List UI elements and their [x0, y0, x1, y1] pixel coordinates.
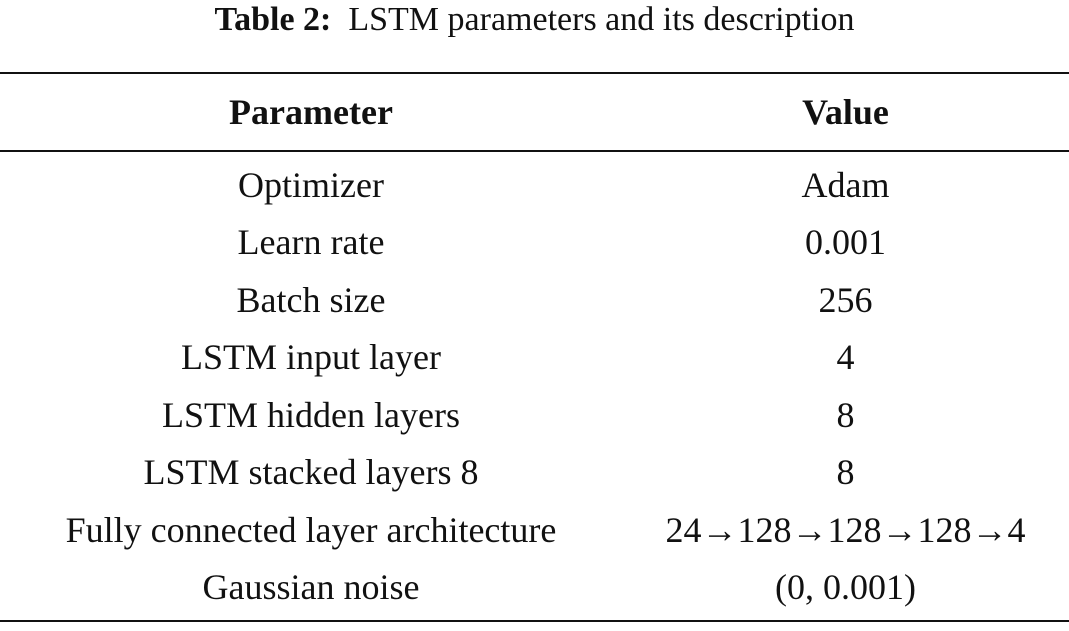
- table-caption-label: Table 2:: [214, 1, 332, 38]
- table-row: Batch size 256: [0, 271, 1069, 329]
- value-cell: 8: [836, 394, 855, 435]
- value-cell: 256: [818, 279, 873, 320]
- value-cell: 4: [836, 337, 855, 378]
- parameter-cell: Optimizer: [238, 164, 384, 205]
- parameter-cell: Gaussian noise: [202, 567, 420, 608]
- parameter-table: Parameter Value Optimizer Adam Learn rat…: [0, 72, 1069, 622]
- parameter-cell: Fully connected layer architecture: [65, 509, 557, 550]
- table-row: Learn rate 0.001: [0, 214, 1069, 272]
- table-row: LSTM stacked layers 8 8: [0, 444, 1069, 502]
- header-value: Value: [802, 92, 889, 132]
- table-row: Gaussian noise (0, 0.001): [0, 559, 1069, 621]
- table-row: Fully connected layer architecture 24→12…: [0, 501, 1069, 559]
- value-cell: (0, 0.001): [775, 567, 916, 608]
- table-header-row: Parameter Value: [0, 73, 1069, 151]
- table-row: LSTM hidden layers 8: [0, 386, 1069, 444]
- table-row: Optimizer Adam: [0, 151, 1069, 214]
- parameter-cell: Learn rate: [237, 222, 385, 263]
- value-cell: 24→128→128→128→4: [665, 509, 1026, 550]
- parameter-cell: LSTM input layer: [181, 337, 441, 378]
- header-parameter: Parameter: [229, 92, 393, 132]
- value-cell: Adam: [801, 164, 890, 205]
- parameter-cell: LSTM hidden layers: [162, 394, 460, 435]
- table-caption-text: LSTM parameters and its description: [348, 1, 855, 38]
- value-cell: 8: [836, 452, 855, 493]
- parameter-cell: Batch size: [236, 279, 386, 320]
- parameter-cell: LSTM stacked layers 8: [143, 452, 479, 493]
- table-row: LSTM input layer 4: [0, 329, 1069, 387]
- table-caption: Table 2: LSTM parameters and its descrip…: [0, 0, 1069, 40]
- value-cell: 0.001: [805, 222, 886, 263]
